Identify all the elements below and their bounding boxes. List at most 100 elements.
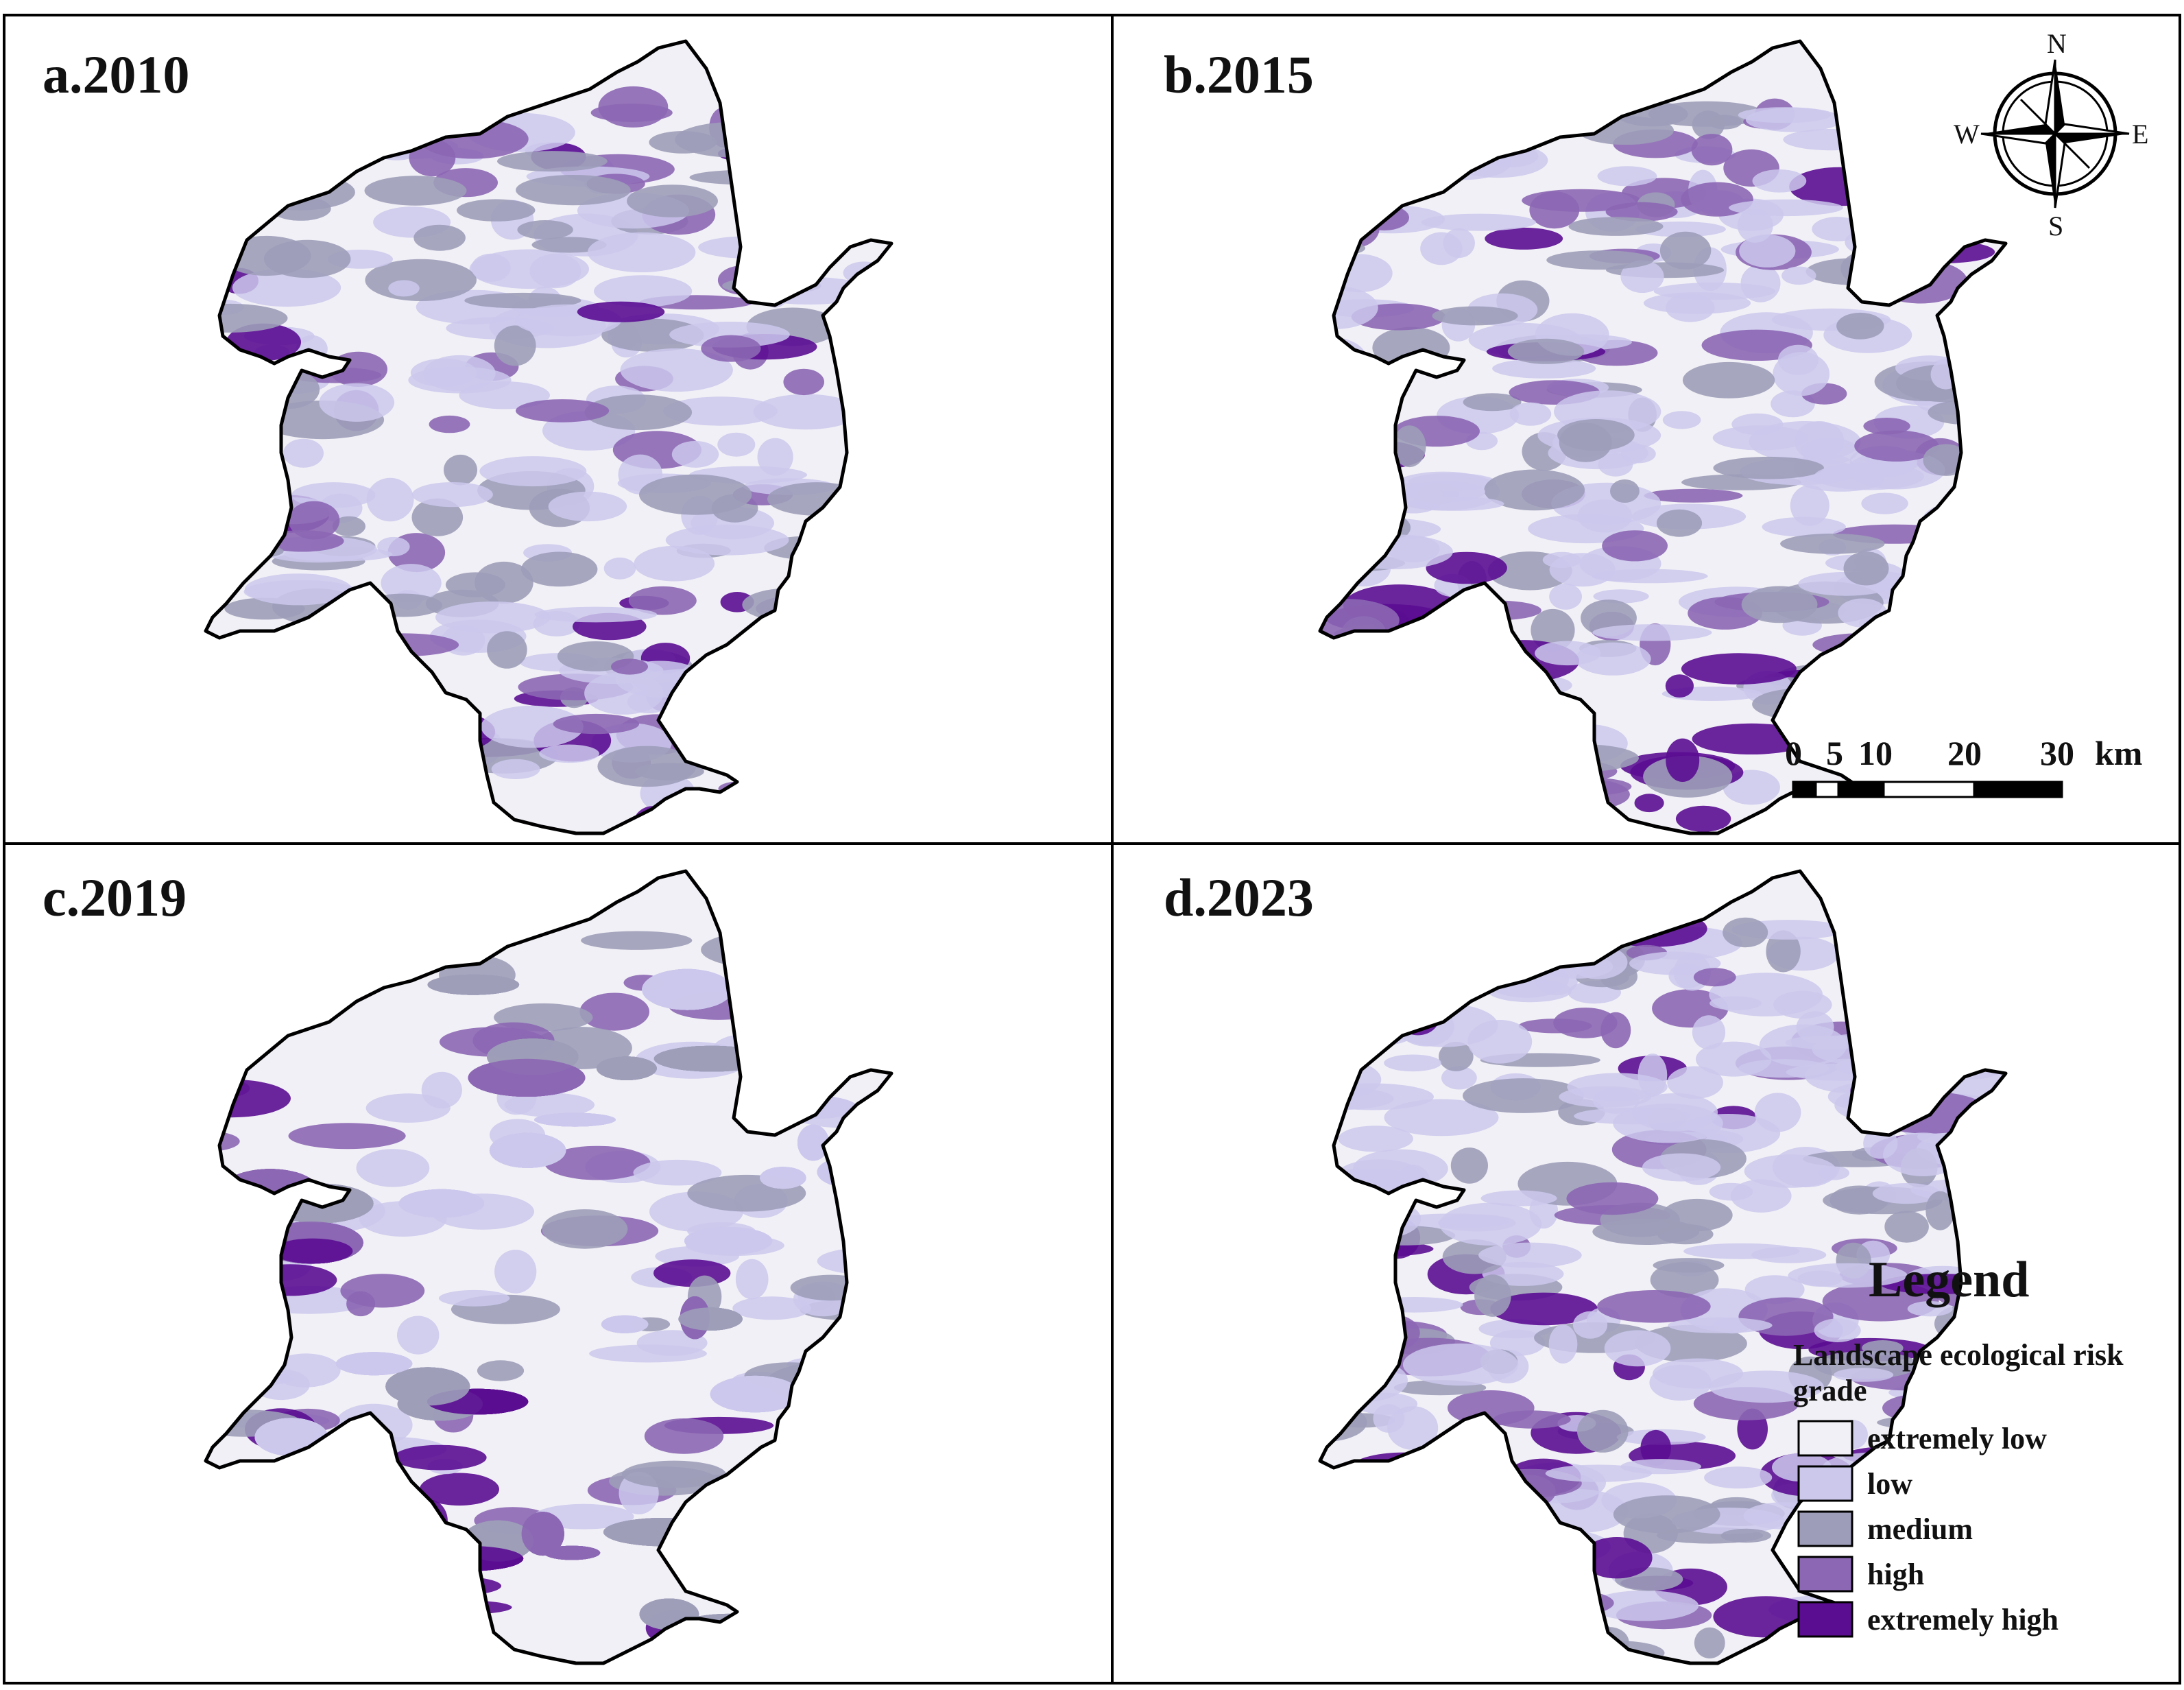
risk-patch [381, 564, 442, 602]
risk-patch [232, 268, 341, 307]
risk-patch [1454, 1582, 1511, 1626]
risk-patch [1487, 979, 1572, 1003]
risk-patch [1704, 1466, 1773, 1489]
risk-patch [1509, 402, 1552, 426]
risk-patch [481, 705, 584, 748]
risk-patch [206, 1248, 248, 1273]
risk-patch [206, 1554, 265, 1574]
risk-patch [742, 588, 838, 621]
risk-patch [206, 303, 288, 333]
risk-patch [1490, 802, 1524, 833]
risk-patch [1549, 583, 1582, 610]
legend-subtitle-line1: Landscape ecological risk [1793, 1338, 2124, 1372]
risk-patch [372, 1547, 459, 1571]
risk-patch [398, 1189, 484, 1218]
risk-patch [717, 265, 767, 295]
risk-patch [671, 440, 719, 468]
risk-patch [1541, 1616, 1613, 1652]
risk-patch [1397, 143, 1462, 161]
risk-patch [1662, 411, 1701, 429]
risk-patch [828, 1516, 891, 1533]
risk-patch [828, 1516, 891, 1533]
risk-patch [293, 698, 322, 730]
risk-patch [1738, 1059, 1829, 1078]
legend-label: low [1867, 1467, 1912, 1501]
risk-patch [784, 670, 866, 714]
risk-patch [1897, 222, 2006, 240]
risk-patch [418, 119, 529, 159]
risk-patch [307, 739, 422, 776]
risk-patch [1602, 530, 1668, 562]
risk-patch [1843, 551, 1889, 586]
risk-patch [206, 1554, 265, 1574]
risk-patch [1542, 778, 1630, 811]
risk-patch [1402, 1343, 1519, 1386]
risk-patch [206, 228, 234, 253]
risk-patch [743, 93, 786, 122]
risk-patch [1861, 492, 1908, 514]
risk-patch [837, 1167, 891, 1199]
risk-patch [350, 633, 459, 656]
compass-north-label: N [2047, 28, 2067, 59]
risk-patch [544, 1145, 651, 1180]
risk-patch [447, 1642, 500, 1663]
risk-patch [529, 254, 581, 289]
risk-patch [1598, 453, 1633, 477]
risk-patch [1572, 1311, 1608, 1339]
risk-patch [1441, 1066, 1477, 1090]
risk-patch [388, 280, 420, 297]
risk-patch [1320, 383, 1365, 412]
risk-patch [1845, 176, 1939, 200]
risk-patch [1320, 1521, 1384, 1551]
scale-tick-5: 5 [1826, 734, 1843, 772]
risk-patch [298, 1563, 373, 1600]
risk-patch [521, 551, 598, 587]
risk-patch [364, 176, 467, 206]
risk-patch [1484, 469, 1585, 511]
risk-patch [1384, 1099, 1499, 1136]
risk-patch [272, 1238, 353, 1264]
risk-patch [1336, 1623, 1398, 1663]
risk-patch [435, 602, 551, 634]
risk-patch [824, 1549, 877, 1565]
scale-bar: 0 5 10 20 30 km [1785, 734, 2142, 798]
risk-patch [1568, 217, 1664, 236]
risk-patch [1483, 1506, 1557, 1530]
risk-patch [206, 1547, 313, 1562]
risk-patch [1508, 1632, 1587, 1663]
risk-patch [1320, 543, 1381, 567]
risk-patch [1863, 167, 1896, 200]
risk-patch [206, 1554, 265, 1574]
risk-patch [229, 695, 271, 711]
risk-patch [577, 301, 665, 322]
risk-patch [1913, 630, 2006, 667]
risk-patch [1496, 748, 1584, 762]
risk-patch [1942, 1174, 2006, 1209]
risk-patch [837, 1167, 891, 1199]
risk-patch [807, 1463, 891, 1495]
risk-patch [1357, 1313, 1420, 1352]
risk-patch [206, 1554, 265, 1574]
risk-patch [396, 736, 434, 770]
risk-patch [1884, 1211, 1929, 1243]
risk-patch [531, 237, 607, 253]
risk-patch [1610, 479, 1640, 503]
risk-patch [416, 815, 520, 833]
risk-patch [1589, 1590, 1699, 1621]
risk-patch [1953, 501, 1984, 518]
risk-patch [1907, 1301, 1953, 1317]
risk-patch [840, 623, 891, 658]
risk-patch [1320, 1270, 1375, 1314]
risk-patch [800, 184, 852, 217]
risk-patch [1692, 110, 1725, 139]
risk-patch [1875, 108, 1938, 147]
risk-patch [1455, 929, 1518, 960]
risk-patch [1942, 188, 2006, 222]
risk-patch [1320, 1571, 1365, 1593]
risk-patch [215, 792, 270, 826]
risk-patch [1449, 1611, 1533, 1650]
risk-patch [757, 438, 793, 476]
risk-patch [695, 1561, 802, 1585]
scale-tick-10: 10 [1858, 734, 1893, 772]
risk-patch [1629, 951, 1721, 975]
